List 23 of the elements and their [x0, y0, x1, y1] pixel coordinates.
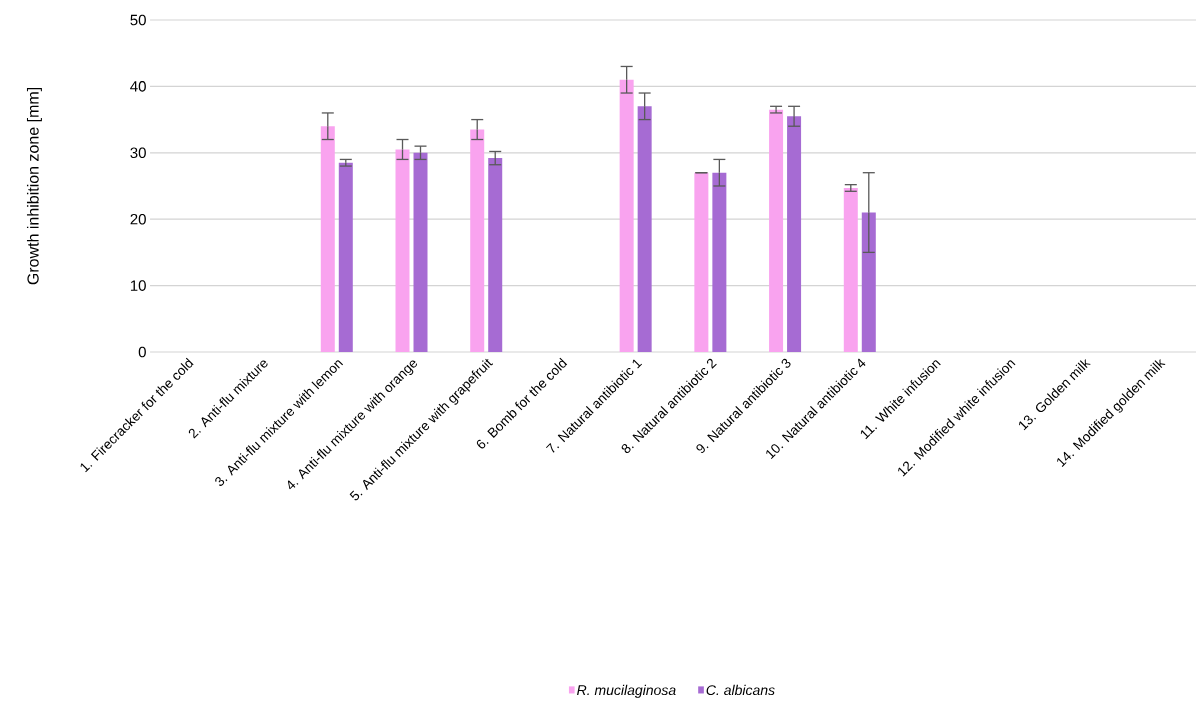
- y-axis-title: Growth inhibition zone [mm]: [26, 88, 42, 285]
- y-tick-label: 30: [130, 147, 146, 159]
- bar: [395, 149, 410, 352]
- bar: [619, 79, 634, 352]
- y-tick-label: 50: [130, 14, 146, 26]
- y-tick-label: 20: [130, 213, 146, 225]
- bar: [712, 172, 727, 352]
- bar: [413, 152, 428, 352]
- bar: [843, 187, 858, 352]
- legend-label: R. mucilaginosa: [577, 684, 676, 698]
- y-tick-label: 0: [138, 346, 146, 358]
- bar: [320, 126, 335, 352]
- y-tick-label: 10: [130, 280, 146, 291]
- bar: [470, 129, 485, 352]
- bar: [787, 116, 802, 352]
- y-tick-label: 40: [130, 81, 146, 92]
- legend-label: C. albicans: [706, 684, 775, 696]
- bar: [694, 172, 709, 352]
- bar: [769, 109, 784, 352]
- bar: [338, 162, 353, 352]
- bar: [861, 212, 876, 352]
- bar: [488, 158, 503, 352]
- bar: [637, 106, 652, 352]
